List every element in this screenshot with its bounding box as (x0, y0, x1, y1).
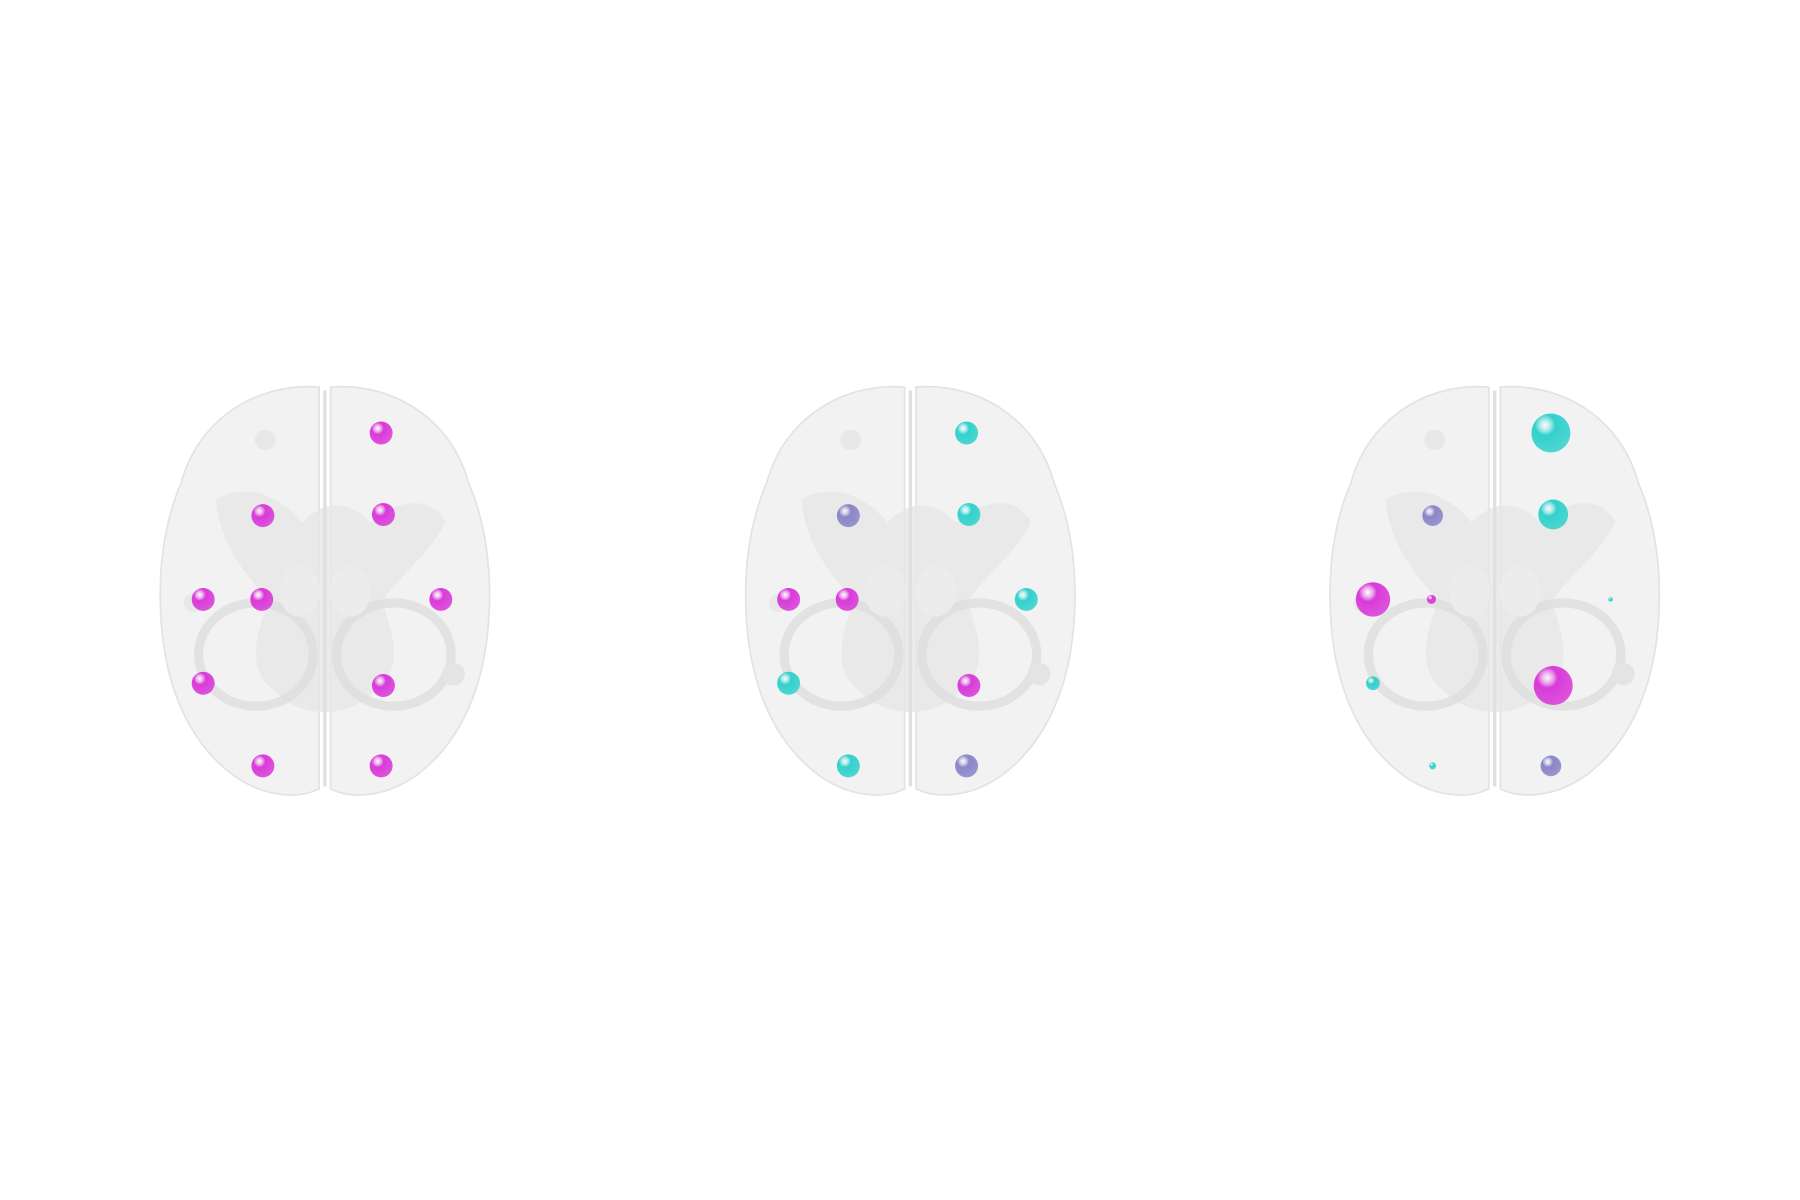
node (836, 504, 860, 528)
node (955, 754, 979, 778)
node (1540, 755, 1562, 777)
node (955, 421, 979, 445)
node (777, 587, 801, 611)
node (371, 674, 395, 698)
node (1422, 505, 1443, 526)
node (1426, 594, 1437, 605)
node (835, 587, 859, 611)
node (836, 754, 860, 778)
node (191, 587, 215, 611)
node (251, 504, 275, 528)
node (1429, 762, 1437, 770)
node (1533, 666, 1573, 706)
node (957, 674, 981, 698)
node (251, 754, 275, 778)
node (429, 587, 453, 611)
node (777, 671, 801, 695)
node (1608, 597, 1613, 602)
node (250, 587, 274, 611)
node (1531, 413, 1571, 453)
node (191, 671, 215, 695)
node (369, 754, 393, 778)
node (1014, 587, 1038, 611)
node (1366, 676, 1380, 691)
node (369, 421, 393, 445)
node (371, 502, 395, 526)
node (1355, 582, 1391, 617)
node (1538, 499, 1569, 530)
node (957, 502, 981, 526)
